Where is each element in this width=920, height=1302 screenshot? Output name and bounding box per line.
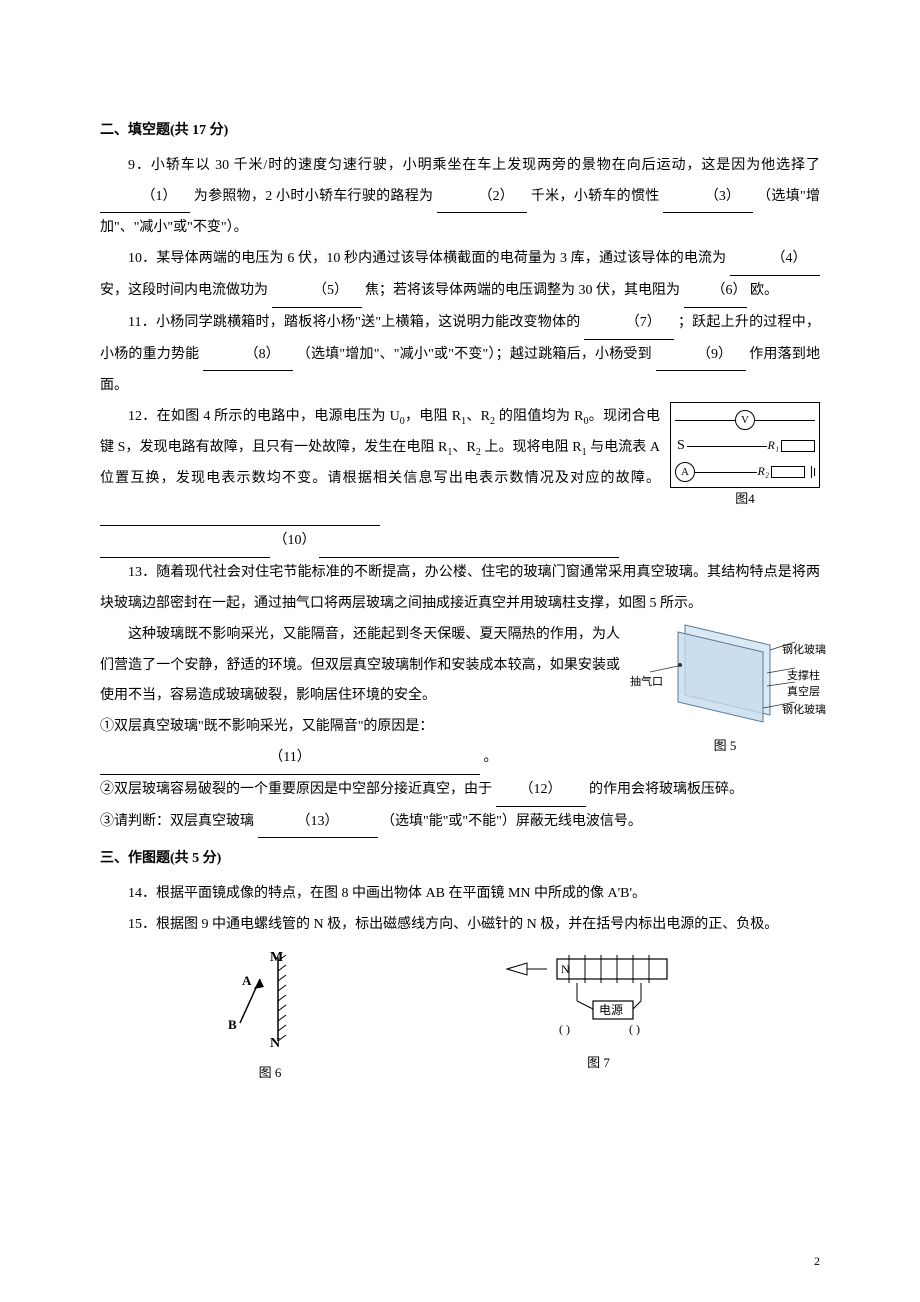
voltmeter-icon: V xyxy=(735,410,755,430)
q12-text-1g: 上。现将电阻 R xyxy=(481,440,582,455)
fig7-source: 电源 xyxy=(599,1003,623,1017)
q12-blank-line2b xyxy=(319,526,619,558)
figure-7-label: 图 7 xyxy=(494,1054,704,1072)
circuit-diagram: V S R₁ A R₂ xyxy=(670,402,820,488)
fig7-bracket-r: ( ) xyxy=(629,1022,640,1036)
q13-p3b: （选填"能"或"不能"）屏蔽无线电波信号。 xyxy=(381,814,642,829)
r1-label: R₁ xyxy=(767,438,781,454)
glass-label-hole: 抽气口 xyxy=(630,675,663,690)
q13-blank-11: （11） xyxy=(100,743,480,775)
glass-label-g1: 钢化玻璃 xyxy=(782,643,826,658)
r2-label: R₂ xyxy=(757,464,771,480)
q10-blank-4: （4） xyxy=(730,244,820,276)
q12-text-1d: 的阻值均为 R xyxy=(495,409,583,424)
q11-text-1: 11．小杨同学跳横箱时，踏板将小杨"送"上横箱，这说明力能改变物体的 xyxy=(128,315,580,330)
q10-blank-5: （5） xyxy=(272,276,362,308)
glass-label-vacuum: 真空层 xyxy=(787,685,820,700)
question-13-intro: 13．随着现代社会对住宅节能标准的不断提高，办公楼、住宅的玻璃门窗通常采用真空玻… xyxy=(100,558,820,620)
q13-p2b: 的作用会将玻璃板压碎。 xyxy=(589,782,743,797)
figure-7-container: N 电源 ( ) ( ) 图 7 xyxy=(494,949,704,1072)
q9-text-3: 千米，小轿车的惯性 xyxy=(531,189,660,204)
glass-label-pillar: 支撑柱 xyxy=(787,669,820,684)
figure-5-label: 图 5 xyxy=(630,737,820,755)
q13-p1b: 。 xyxy=(484,750,498,765)
q10-text-3: 焦；若将该导体两端的电压调整为 30 伏，其电阻为 xyxy=(365,283,680,298)
section-2-heading: 二、填空题(共 17 分) xyxy=(100,116,820,147)
q13-blank-13: （13） xyxy=(258,807,378,839)
q12-text-1f: 、R xyxy=(452,440,475,455)
q13-p2a: ②双层玻璃容易破裂的一个重要原因是中空部分接近真空，由于 xyxy=(100,782,492,797)
fig6-N: N xyxy=(270,1036,280,1049)
switch-s: S xyxy=(675,437,687,455)
question-11: 11．小杨同学跳横箱时，踏板将小杨"送"上横箱，这说明力能改变物体的 （7） ；… xyxy=(100,308,820,402)
resistor-r1-icon xyxy=(781,440,815,452)
q10-text-1: 10．某导体两端的电压为 6 伏，10 秒内通过该导体横截面的电荷量为 3 库，… xyxy=(128,251,726,266)
fig7-N: N xyxy=(561,962,570,976)
q11-blank-8: （8） xyxy=(203,340,293,372)
q9-blank-2: （2） xyxy=(437,182,527,214)
q13-p1a: ①双层真空玻璃"既不影响采光，又能隔音"的原因是： xyxy=(100,719,433,734)
q12-text-1: 12．在如图 4 所示的电路中，电源电压为 U xyxy=(128,409,400,424)
fig6-A: A xyxy=(242,973,252,988)
q9-blank-3: （3） xyxy=(663,182,753,214)
figure-5-container: 抽气口 钢化玻璃 支撑柱 真空层 钢化玻璃 图 5 xyxy=(630,620,820,756)
q12-text-1c: 、R xyxy=(466,409,490,424)
q11-blank-7: （7） xyxy=(584,308,674,340)
question-15: 15．根据图 9 中通电螺线管的 N 极，标出磁感线方向、小磁针的 N 极，并在… xyxy=(100,910,820,941)
q12-text-1b: ，电阻 R xyxy=(405,409,461,424)
q12-blank-10-label: （10） xyxy=(274,533,316,548)
q10-text-4: 欧。 xyxy=(750,283,778,298)
figure-4-container: V S R₁ A R₂ 图4 xyxy=(670,402,820,508)
q13-p3a: ③请判断：双层真空玻璃 xyxy=(100,814,254,829)
mirror-diagram: M N A B xyxy=(220,949,320,1049)
fig7-bracket-l: ( ) xyxy=(559,1022,570,1036)
figure-6-container: M N A B 图 6 xyxy=(210,949,330,1082)
figures-row: M N A B 图 6 N 电源 ( xyxy=(100,949,820,1082)
q13-blank-12: （12） xyxy=(496,775,586,807)
q10-text-2: 安，这段时间内电流做功为 xyxy=(100,283,268,298)
q12-blank-line1 xyxy=(100,495,380,527)
resistor-r2-icon xyxy=(771,466,805,478)
section-3-heading: 三、作图题(共 5 分) xyxy=(100,844,820,875)
fig6-M: M xyxy=(270,950,283,965)
figure-4-label: 图4 xyxy=(670,490,820,508)
figure-6-label: 图 6 xyxy=(210,1064,330,1082)
q9-text-2: 为参照物，2 小时小轿车行驶的路程为 xyxy=(194,189,434,204)
question-10: 10．某导体两端的电压为 6 伏，10 秒内通过该导体横截面的电荷量为 3 库，… xyxy=(100,244,820,308)
question-13-sub3: ③请判断：双层真空玻璃 （13） （选填"能"或"不能"）屏蔽无线电波信号。 xyxy=(100,807,820,839)
ammeter-icon: A xyxy=(675,462,695,482)
q9-text-1: 9．小轿车以 30 千米/时的速度匀速行驶，小明乘坐在车上发现两旁的景物在向后运… xyxy=(128,158,820,173)
q10-blank-6: （6） xyxy=(684,276,747,308)
q12-blank-line2a xyxy=(100,526,270,558)
q11-blank-9: （9） xyxy=(656,340,746,372)
page-number: 2 xyxy=(814,1248,820,1274)
glass-label-g2: 钢化玻璃 xyxy=(782,703,826,718)
q11-text-3: （选填"增加"、"减小"或"不变"）；越过跳箱后，小杨受到 xyxy=(297,347,652,362)
question-9: 9．小轿车以 30 千米/时的速度匀速行驶，小明乘坐在车上发现两旁的景物在向后运… xyxy=(100,151,820,244)
q12-blank-line2-wrap: （10） xyxy=(100,526,820,558)
fig6-B: B xyxy=(228,1017,237,1032)
question-14: 14．根据平面镜成像的特点，在图 8 中画出物体 AB 在平面镜 MN 中所成的… xyxy=(100,879,820,910)
solenoid-diagram: N 电源 ( ) ( ) xyxy=(499,949,699,1039)
q9-blank-1: （1） xyxy=(100,182,190,214)
question-13-sub2: ②双层玻璃容易破裂的一个重要原因是中空部分接近真空，由于 （12） 的作用会将玻… xyxy=(100,775,820,807)
